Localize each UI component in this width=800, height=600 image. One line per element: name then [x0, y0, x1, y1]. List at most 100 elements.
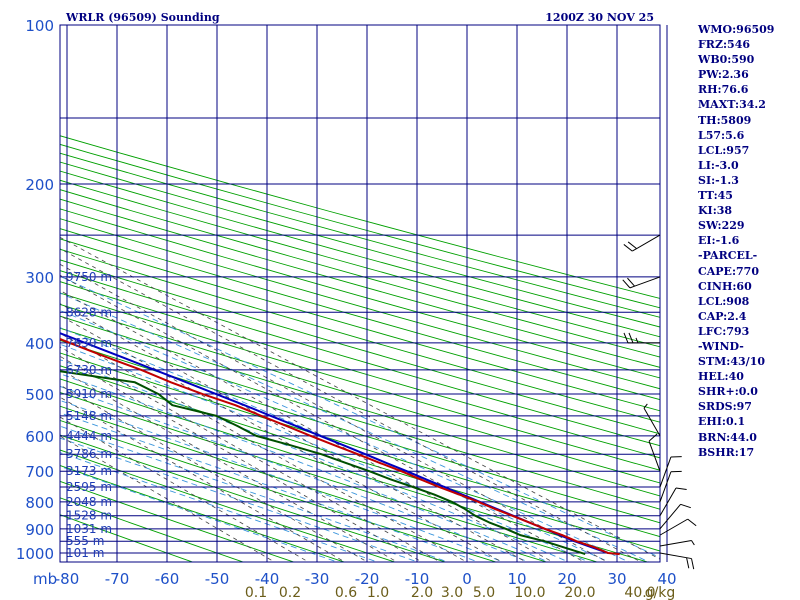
dewpoint-trace — [60, 370, 586, 556]
mixing-ratio-label: 5.0 — [473, 585, 495, 600]
pressure-tick-labels: 100 200 300 400 500 600 700 800 900 1000 — [16, 17, 54, 563]
moist-adiabat-line — [60, 343, 590, 562]
temperature-tick-label: 0 — [462, 570, 472, 588]
mixing-ratio-line — [60, 435, 276, 562]
dry-adiabat-line — [60, 327, 660, 510]
mixing-ratio-label: 0.2 — [279, 585, 301, 600]
index-line: SW:229 — [698, 219, 745, 233]
index-line: LCL:908 — [698, 294, 750, 308]
mixing-ratio-label: 0.6 — [335, 585, 357, 600]
wind-barb — [623, 234, 661, 252]
index-line: WMO:96509 — [698, 23, 775, 36]
dry-adiabats — [60, 135, 660, 562]
temperature-tick-label: 10 — [507, 570, 526, 588]
pressure-tick-label: 400 — [25, 335, 54, 353]
index-line: HEL:40 — [698, 370, 744, 384]
dry-adiabat-line — [60, 152, 660, 318]
height-label: 5910 m — [66, 387, 112, 401]
index-line: STM:43/10 — [698, 355, 765, 369]
temperature-tick-label: -40 — [255, 570, 280, 588]
moist-adiabats — [60, 275, 660, 562]
wind-barb — [659, 456, 682, 488]
pressure-tick-label: 1000 — [16, 545, 54, 563]
height-label: 3173 m — [66, 464, 112, 478]
dry-adiabat-line — [60, 497, 245, 562]
pressure-tick-label: 600 — [25, 428, 54, 446]
pressure-tick-label: 700 — [25, 463, 54, 481]
dry-adiabat-line — [60, 339, 660, 524]
mixing-ratio-label: 2.0 — [411, 585, 433, 600]
dry-adiabat-line — [60, 352, 660, 538]
mixing-ratio-line — [60, 315, 503, 562]
temperature-tick-label: -10 — [405, 570, 430, 588]
dry-adiabat-line — [60, 480, 296, 562]
index-line: SRDS:97 — [698, 400, 752, 414]
wind-barbs — [622, 234, 697, 570]
dry-adiabat-line — [60, 189, 660, 358]
wind-barb — [659, 552, 695, 570]
mixing-ratio-lines — [60, 236, 660, 562]
mixing-ratio-line — [60, 416, 310, 562]
mixing-ratio-label: 3.0 — [441, 585, 463, 600]
index-line: SHR+:0.0 — [698, 385, 758, 399]
height-label: 5148 m — [66, 409, 112, 423]
dry-adiabat-line — [60, 315, 660, 497]
pressure-tick-label: 800 — [25, 494, 54, 512]
height-label: 3786 m — [66, 447, 112, 461]
index-line: CAPE:770 — [698, 264, 759, 278]
height-label: 9750 m — [66, 270, 112, 284]
pressure-tick-label: 500 — [25, 386, 54, 404]
index-line: BRN:44.0 — [698, 430, 757, 444]
height-label: 8628 m — [66, 305, 112, 319]
dry-adiabat-line — [60, 179, 660, 348]
dry-adiabat-line — [60, 281, 660, 459]
mixing-ratio-label: g/kg — [645, 585, 676, 600]
mixing-ratio-line — [60, 236, 660, 560]
pressure-tick-label: 200 — [25, 176, 54, 194]
mixing-ratio-label: 10.0 — [514, 585, 545, 600]
height-label: 1031 m — [66, 522, 112, 536]
moist-adiabat-line — [60, 275, 660, 559]
mixing-ratio-label: 1.0 — [367, 585, 389, 600]
index-line: EI:-1.6 — [698, 234, 740, 248]
indices-panel: WMO:96509 FRZ:546 WB0:590 PW:2.36 RH:76.6 MAX… — [698, 22, 798, 460]
index-line: KI:38 — [698, 204, 733, 218]
x-axis-unit-label: mb — [33, 570, 57, 588]
index-line: FRZ:546 — [698, 38, 751, 52]
index-line: -PARCEL- — [698, 249, 758, 263]
temperature-tick-label: -80 — [55, 570, 80, 588]
index-line: EHI:0.1 — [698, 415, 746, 429]
grid — [59, 24, 668, 563]
mixing-ratio-line — [60, 289, 554, 562]
temperature-tick-labels: -80 -70 -60 -50 -40 -30 -20 -10 0 10 20 30 40 — [55, 570, 677, 588]
dry-adiabat-line — [60, 449, 397, 562]
dry-adiabat-line — [60, 135, 660, 299]
moist-adiabat-line — [60, 292, 651, 562]
index-line: LFC:793 — [698, 324, 750, 338]
dry-adiabat-line — [60, 303, 660, 484]
chart-title: WRLR (96509) Sounding — [65, 11, 220, 24]
index-line: LI:-3.0 — [698, 158, 739, 172]
wind-barb — [659, 539, 695, 547]
dry-adiabat-line — [60, 208, 660, 379]
height-label: 555 m — [66, 534, 104, 548]
dry-adiabat-line — [60, 514, 194, 562]
moist-adiabat-line — [60, 385, 530, 562]
temperature-tick-label: -70 — [105, 570, 130, 588]
mixing-ratio-label: 20.0 — [564, 585, 595, 600]
dry-adiabat-line — [60, 270, 660, 447]
index-line: -WIND- — [698, 339, 744, 353]
temperature-trace — [60, 337, 620, 556]
temperature-tick-label: 30 — [607, 570, 626, 588]
index-line: TT:45 — [698, 189, 733, 203]
index-line: RH:76.6 — [698, 83, 749, 97]
height-label: 101 m — [66, 546, 104, 560]
dry-adiabat-line — [60, 198, 660, 368]
mixing-ratio-labels: 0.1 0.2 0.6 1.0 2.0 3.0 5.0 10.0 20.0 40.0g/kg — [245, 585, 675, 600]
index-line: WB0:590 — [698, 53, 755, 67]
mixing-ratio-line — [60, 248, 642, 562]
wind-barb — [643, 403, 661, 437]
dry-adiabat-line — [60, 292, 660, 471]
dry-adiabat-line — [60, 259, 660, 435]
